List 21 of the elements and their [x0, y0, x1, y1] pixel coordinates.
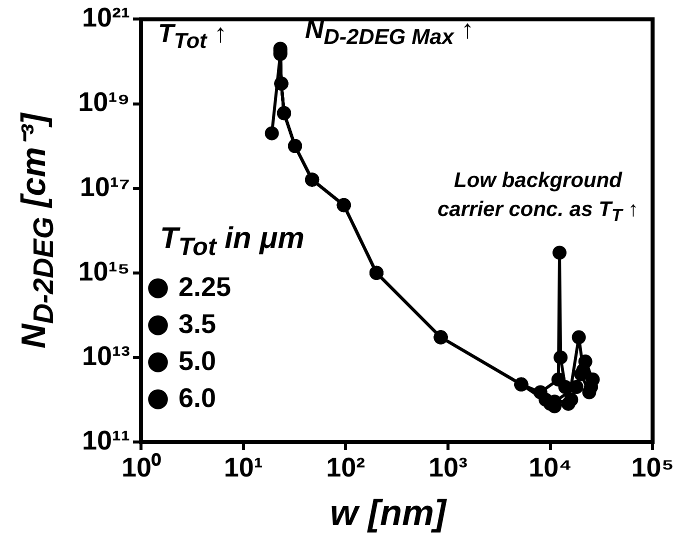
x-tick-label: 10⁵	[631, 452, 674, 483]
annotation: N$_{D-2DEG Max}$ ↑	[305, 14, 474, 50]
legend-label: 6.0	[178, 382, 216, 413]
x-tick-label: 10¹	[224, 452, 263, 483]
x-tick-label: 10⁰	[121, 452, 162, 483]
legend-label: 2.25	[178, 272, 232, 302]
annotation: T$_{Tot}$ ↑	[158, 18, 227, 54]
annotation: Low background carrier conc. as T$_{T}$ ↑	[436, 168, 640, 228]
y-tick-label: 10¹⁹	[78, 87, 130, 118]
y-tick-label: 10²¹	[82, 2, 130, 33]
y-tick-label: 10¹³	[82, 340, 130, 371]
y-tick-label: 10¹⁵	[78, 256, 130, 286]
y-tick-label: 10¹⁷	[80, 172, 130, 202]
legend-label: 3.5	[178, 308, 216, 339]
legend-title: T$_{Tot}$ in μm	[160, 222, 304, 262]
legend-label: 5.0	[178, 346, 216, 376]
x-tick-label: 10³	[428, 452, 468, 483]
y-tick-label: 10¹¹	[82, 425, 130, 456]
x-axis-title: w [nm]	[330, 492, 446, 534]
x-tick-label: 10²	[326, 452, 366, 483]
x-tick-label: 10⁴	[528, 452, 572, 483]
